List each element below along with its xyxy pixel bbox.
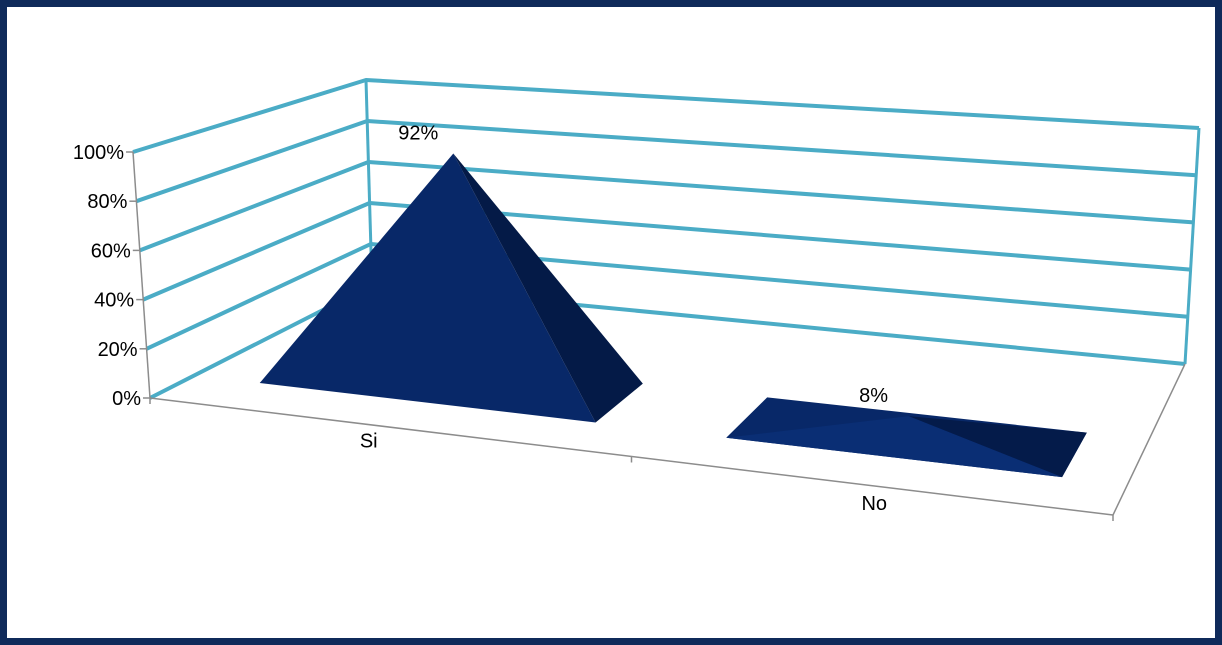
gridline [142,201,1191,302]
y-tick-label: 0% [112,388,141,410]
y-tick-label: 80% [87,191,127,213]
pyramid-no-front [726,416,1063,478]
y-tick-label: 100% [73,142,124,164]
category-label: No [861,493,887,515]
y-axis-line [132,151,151,399]
wall-edge-left [364,79,374,286]
data-label: 8% [859,385,888,407]
floor-right-edge [1112,363,1186,516]
axes [126,151,1186,521]
pyramid-no-side [908,416,1087,478]
y-tick-label: 60% [91,240,131,262]
y-tick-label: 40% [94,290,134,312]
pyramid-si-front [259,153,596,423]
wall-edge-right [1183,127,1201,365]
data-label: 92% [398,123,438,145]
y-tick-label: 20% [98,339,138,361]
bars [259,153,1087,478]
gridline [139,160,1194,253]
labels: 0% 20% 40% 60% 80% 100% 92% Si 8% No [73,123,888,515]
pyramid-si-side [453,153,643,423]
category-label: Si [360,430,378,452]
gridlines [132,78,1201,400]
